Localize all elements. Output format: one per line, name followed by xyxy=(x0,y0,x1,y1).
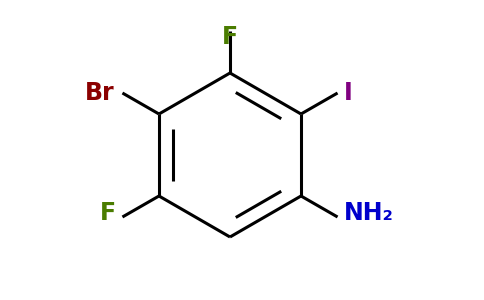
Text: F: F xyxy=(222,25,238,49)
Text: F: F xyxy=(100,201,117,225)
Text: NH₂: NH₂ xyxy=(344,201,393,225)
Text: Br: Br xyxy=(85,81,114,105)
Text: I: I xyxy=(344,81,352,105)
